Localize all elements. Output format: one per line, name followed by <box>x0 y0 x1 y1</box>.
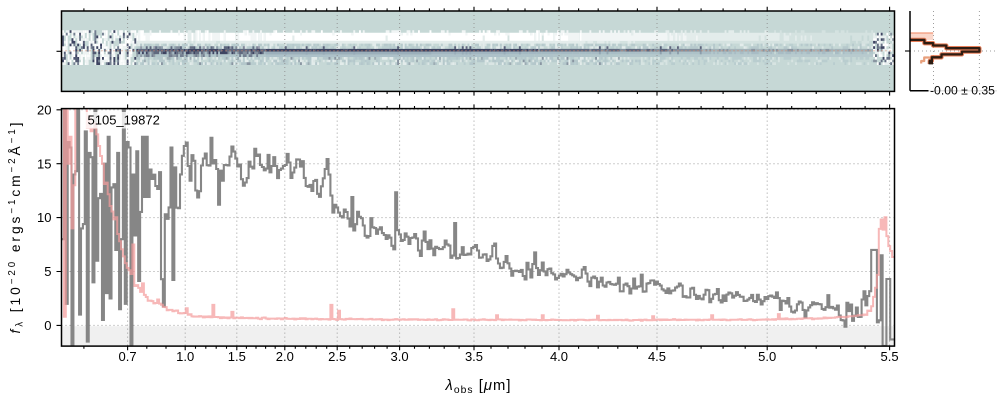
svg-text:fλ [10−20 ergs−1cm−2Å−1]: fλ [10−20 ergs−1cm−2Å−1] <box>7 122 25 333</box>
svg-text:-0.00 ± 0.35: -0.00 ± 0.35 <box>930 84 995 98</box>
svg-text:5: 5 <box>44 264 51 279</box>
svg-text:2.5: 2.5 <box>328 349 346 364</box>
svg-text:20: 20 <box>37 102 51 117</box>
svg-text:10: 10 <box>37 210 51 225</box>
svg-text:5.5: 5.5 <box>881 349 899 364</box>
svg-text:15: 15 <box>37 156 51 171</box>
svg-text:5105_19872: 5105_19872 <box>88 113 160 128</box>
svg-text:λobs [μm]: λobs [μm] <box>445 378 511 396</box>
svg-text:1.5: 1.5 <box>228 349 246 364</box>
svg-text:3.5: 3.5 <box>465 349 483 364</box>
svg-text:3.0: 3.0 <box>391 349 409 364</box>
svg-text:0: 0 <box>44 318 51 333</box>
svg-text:5.0: 5.0 <box>758 349 776 364</box>
svg-text:0.7: 0.7 <box>119 349 137 364</box>
svg-text:2.0: 2.0 <box>276 349 294 364</box>
svg-text:1.0: 1.0 <box>176 349 194 364</box>
svg-text:4.5: 4.5 <box>648 349 666 364</box>
svg-text:4.0: 4.0 <box>550 349 568 364</box>
